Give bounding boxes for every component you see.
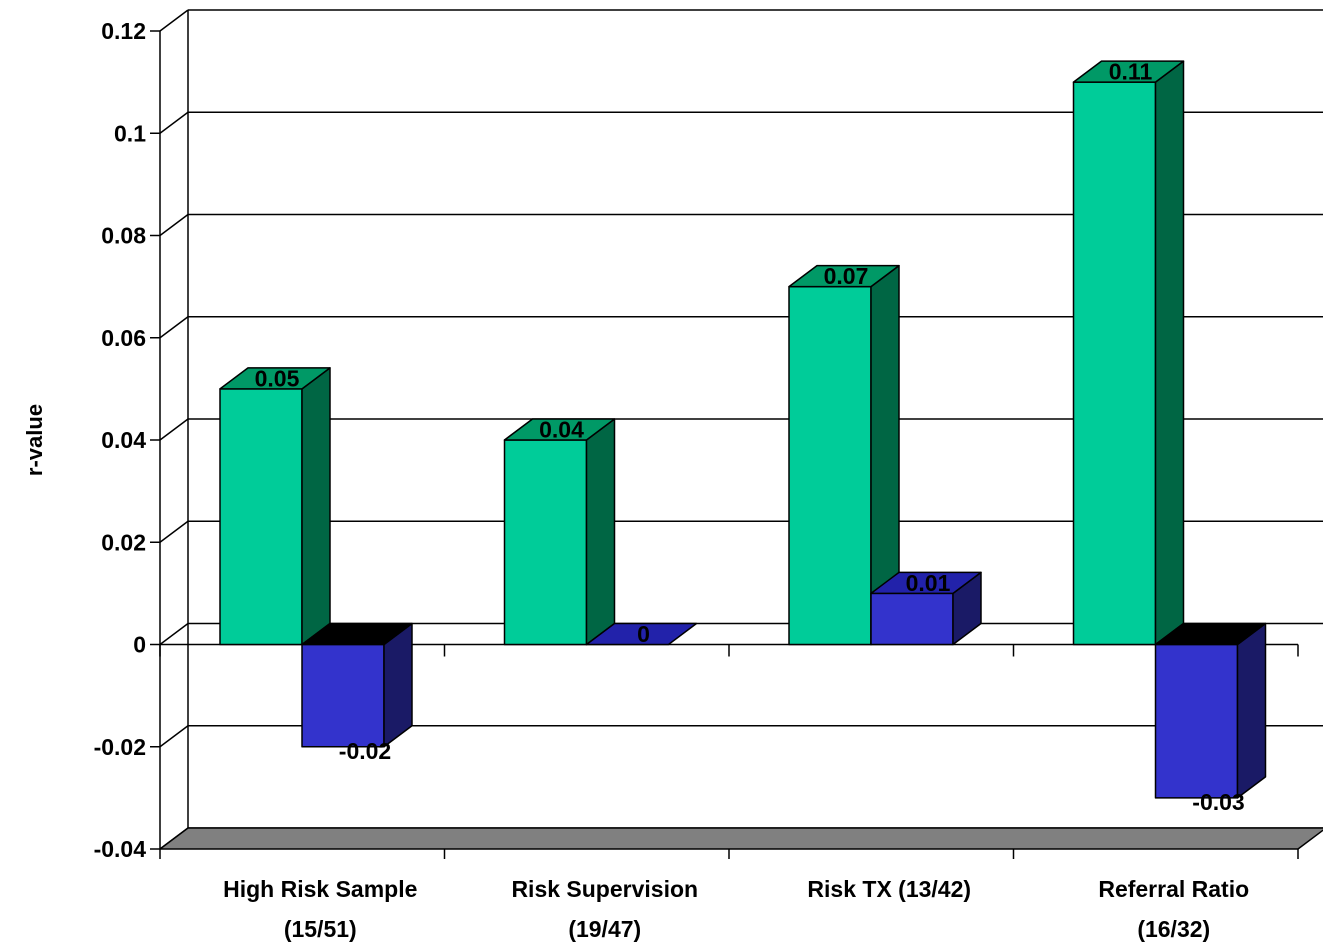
x-category-label: (16/32) xyxy=(1137,916,1210,942)
side-wall-line xyxy=(159,9,189,32)
x-category-label: Risk TX (13/42) xyxy=(807,876,971,902)
y-tick-label: -0.02 xyxy=(94,734,146,760)
side-wall-line xyxy=(159,316,189,339)
data-label-s1-1: 0.04 xyxy=(539,417,584,443)
y-tick-label: 0.12 xyxy=(101,18,146,44)
y-tick-label: 0.08 xyxy=(101,223,146,249)
y-tick-label: 0.04 xyxy=(101,427,146,453)
x-category-label: (15/51) xyxy=(284,916,357,942)
y-axis-title: r-value xyxy=(22,404,47,476)
bar-side-s2-3 xyxy=(1236,622,1267,799)
bar-s1-2 xyxy=(788,285,872,646)
bar-s2-3 xyxy=(1154,643,1239,799)
data-label-s2-2: 0.01 xyxy=(906,570,951,596)
side-wall-line xyxy=(159,520,189,543)
bar-top-s1-1 xyxy=(503,418,616,441)
bar-top-s2-2 xyxy=(870,571,982,595)
chart-floor xyxy=(159,827,1323,850)
bar-top-s1-0 xyxy=(219,367,331,390)
side-wall-line xyxy=(159,111,189,134)
data-label-s2-1: 0 xyxy=(637,621,650,647)
data-label-s1-3: 0.11 xyxy=(1109,59,1153,85)
y-tick-label: 0.06 xyxy=(101,325,146,351)
side-wall-line xyxy=(159,622,189,646)
bar-top-s2-3 xyxy=(1154,622,1267,646)
bar-s2-0 xyxy=(301,643,385,748)
x-category-label: Risk Supervision xyxy=(511,876,698,902)
x-category-label: Referral Ratio xyxy=(1098,876,1249,902)
bar-top-s2-0 xyxy=(301,622,413,646)
y-tick-label: 0.02 xyxy=(101,529,146,555)
data-label-s2-0: -0.02 xyxy=(339,738,391,764)
bar-top-s1-3 xyxy=(1072,60,1185,83)
y-tick-label: 0.1 xyxy=(114,120,146,146)
side-wall-line xyxy=(159,213,189,237)
bar-top-s1-2 xyxy=(788,264,900,288)
bar-s1-3 xyxy=(1072,81,1157,646)
bar-side-s1-1 xyxy=(585,418,616,646)
y-tick-label: 0 xyxy=(133,632,146,658)
bar-side-s1-0 xyxy=(301,367,331,646)
x-category-label: (19/47) xyxy=(568,916,641,942)
data-label-s2-3: -0.03 xyxy=(1192,789,1244,815)
bar-top-s2-1 xyxy=(585,622,698,646)
x-category-label: High Risk Sample xyxy=(223,876,417,902)
bar-s1-0 xyxy=(219,388,303,646)
bar-s2-2 xyxy=(870,592,954,646)
data-label-s1-0: 0.05 xyxy=(255,365,300,391)
side-wall-line xyxy=(159,725,189,748)
y-tick-label: -0.04 xyxy=(94,836,147,862)
data-label-s1-2: 0.07 xyxy=(824,263,869,289)
bar-side-s1-3 xyxy=(1154,60,1185,646)
side-wall-line xyxy=(159,418,189,441)
bar-s1-1 xyxy=(503,439,588,646)
